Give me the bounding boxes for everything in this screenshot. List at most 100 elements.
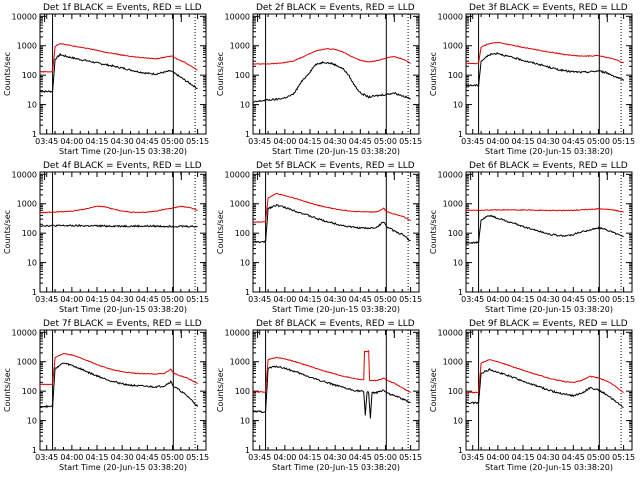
x-tick-label: 03:45: [35, 453, 58, 462]
panel-title: Det 9f BLACK = Events, RED = LLD: [469, 319, 628, 329]
x-tick-label: 04:30: [537, 453, 560, 462]
x-tick-label: 04:15: [511, 453, 534, 462]
y-axis-label: Counts/sec: [216, 52, 225, 96]
y-tick-label: 10: [27, 417, 37, 426]
x-tick-label: 04:45: [136, 137, 159, 146]
y-tick-label: 10000: [12, 12, 37, 21]
lld-series-line: [465, 41, 624, 65]
y-tick-label: 1000: [443, 358, 463, 367]
panel-7: Det 7f BLACK = Events, RED = LLD 1 10 100 10…: [3, 319, 209, 472]
x-tick-label: 05:15: [399, 137, 422, 146]
panel-title: Det 8f BLACK = Events, RED = LLD: [256, 319, 415, 329]
x-tick-label: 05:00: [374, 137, 397, 146]
x-tick-label: 04:00: [273, 295, 296, 304]
panel-2: Det 2f BLACK = Events, RED = LLD 1 10 100 10…: [216, 3, 422, 156]
y-tick-label: 100: [448, 229, 463, 238]
y-tick-label: 10000: [438, 12, 463, 21]
y-tick-label: 1: [245, 446, 250, 455]
x-tick-label: 04:00: [486, 295, 509, 304]
x-tick-label: 05:15: [399, 295, 422, 304]
x-tick-label: 04:30: [111, 295, 134, 304]
lld-series-line: [465, 207, 624, 213]
panel-title: Det 1f BLACK = Events, RED = LLD: [43, 3, 202, 13]
panel-title: Det 6f BLACK = Events, RED = LLD: [469, 161, 628, 171]
x-tick-label: 04:15: [85, 295, 108, 304]
x-tick-label: 05:00: [374, 453, 397, 462]
events-series-line: [39, 224, 198, 228]
y-tick-label: 10000: [438, 328, 463, 337]
events-series-line: [252, 60, 411, 103]
y-tick-label: 100: [22, 71, 37, 80]
y-tick-label: 1000: [443, 200, 463, 209]
lld-series-line: [39, 205, 198, 214]
x-tick-label: 04:45: [562, 137, 585, 146]
panel-3: Det 3f BLACK = Events, RED = LLD 1 10 100 10…: [429, 3, 635, 156]
plot-frame: [252, 171, 420, 293]
panel-title: Det 4f BLACK = Events, RED = LLD: [43, 161, 202, 171]
x-tick-label: 03:45: [461, 295, 484, 304]
events-series-line: [252, 203, 411, 244]
y-tick-label: 10000: [225, 170, 250, 179]
y-tick-label: 100: [22, 387, 37, 396]
x-tick-label: 05:15: [399, 453, 422, 462]
y-tick-label: 1: [458, 130, 463, 139]
x-tick-label: 04:45: [349, 295, 372, 304]
y-tick-label: 1: [32, 446, 37, 455]
y-tick-label: 10: [453, 101, 463, 110]
x-tick-label: 03:45: [248, 453, 271, 462]
x-tick-label: 03:45: [35, 137, 58, 146]
x-tick-label: 04:30: [111, 453, 134, 462]
x-tick-label: 04:30: [324, 453, 347, 462]
x-tick-label: 05:15: [612, 453, 635, 462]
x-tick-label: 04:45: [136, 295, 159, 304]
x-axis-label: Start Time (20-Jun-15 03:38:20): [59, 305, 187, 314]
x-tick-label: 04:15: [85, 453, 108, 462]
y-axis-label: Counts/sec: [3, 368, 12, 412]
y-tick-label: 10000: [12, 170, 37, 179]
x-axis-label: Start Time (20-Jun-15 03:38:20): [59, 147, 187, 156]
x-tick-label: 03:45: [248, 137, 271, 146]
x-tick-label: 04:45: [562, 295, 585, 304]
x-tick-label: 04:30: [537, 137, 560, 146]
x-tick-label: 05:00: [374, 295, 397, 304]
x-axis-label: Start Time (20-Jun-15 03:38:20): [272, 147, 400, 156]
y-tick-label: 1: [458, 446, 463, 455]
x-tick-label: 04:30: [537, 295, 560, 304]
y-tick-label: 10000: [225, 328, 250, 337]
y-tick-label: 10: [240, 259, 250, 268]
lld-series-line: [252, 192, 411, 223]
x-tick-label: 03:45: [35, 295, 58, 304]
plot-frame: [465, 13, 633, 135]
y-tick-label: 10: [453, 417, 463, 426]
y-tick-label: 1: [32, 288, 37, 297]
x-tick-label: 04:15: [298, 295, 321, 304]
y-tick-label: 10: [27, 101, 37, 110]
y-tick-label: 100: [22, 229, 37, 238]
panel-1: Det 1f BLACK = Events, RED = LLD 1 10 100 10…: [3, 3, 209, 156]
y-tick-label: 100: [235, 71, 250, 80]
x-tick-label: 04:15: [511, 295, 534, 304]
x-tick-label: 04:15: [85, 137, 108, 146]
y-tick-label: 100: [235, 387, 250, 396]
x-tick-label: 04:30: [324, 295, 347, 304]
plot-frame: [252, 329, 420, 451]
lld-series-line: [465, 359, 624, 394]
x-tick-label: 04:30: [111, 137, 134, 146]
x-tick-label: 05:00: [587, 295, 610, 304]
y-tick-label: 10: [27, 259, 37, 268]
x-tick-label: 04:45: [562, 453, 585, 462]
y-tick-label: 1000: [17, 42, 37, 51]
x-axis-label: Start Time (20-Jun-15 03:38:20): [272, 305, 400, 314]
x-tick-label: 05:15: [186, 137, 209, 146]
y-tick-label: 1000: [230, 42, 250, 51]
y-tick-label: 1000: [17, 358, 37, 367]
plot-frame: [39, 13, 207, 135]
plot-frame: [39, 171, 207, 293]
y-tick-label: 1: [245, 130, 250, 139]
x-tick-label: 04:00: [486, 137, 509, 146]
x-tick-label: 04:00: [60, 137, 83, 146]
plot-frame: [465, 329, 633, 451]
x-tick-label: 05:00: [161, 453, 184, 462]
y-tick-label: 1000: [230, 358, 250, 367]
